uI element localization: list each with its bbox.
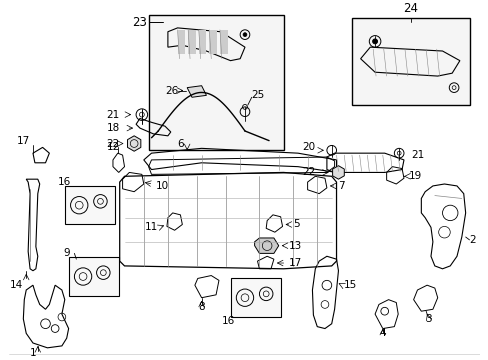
Polygon shape	[177, 30, 185, 54]
Text: 2: 2	[468, 235, 475, 245]
Text: 8: 8	[198, 302, 204, 312]
Text: 7: 7	[338, 181, 345, 191]
Text: 18: 18	[106, 123, 120, 133]
Text: 24: 24	[403, 3, 417, 15]
Text: 22: 22	[302, 167, 315, 177]
Text: 26: 26	[164, 86, 178, 95]
Polygon shape	[127, 136, 141, 151]
Text: 13: 13	[288, 241, 301, 251]
Polygon shape	[254, 238, 278, 253]
Text: 21: 21	[411, 150, 424, 160]
Text: 22: 22	[106, 139, 120, 149]
Text: 10: 10	[155, 181, 168, 191]
Bar	[68, 257, 119, 296]
Text: 11: 11	[145, 222, 158, 232]
Text: 9: 9	[63, 248, 70, 258]
Bar	[230, 278, 280, 317]
Circle shape	[372, 39, 377, 44]
Text: 3: 3	[424, 314, 430, 324]
Bar	[148, 15, 283, 150]
Bar	[64, 186, 115, 225]
Text: 20: 20	[302, 143, 315, 152]
Text: 17: 17	[288, 258, 301, 268]
Polygon shape	[209, 30, 217, 54]
Text: 16: 16	[58, 177, 71, 187]
Text: 4: 4	[379, 328, 386, 338]
Text: 21: 21	[106, 109, 120, 120]
Text: 23: 23	[132, 15, 146, 28]
Text: 19: 19	[408, 171, 421, 181]
Text: 15: 15	[344, 280, 357, 290]
Text: 16: 16	[222, 316, 235, 326]
Polygon shape	[198, 30, 206, 54]
Text: 14: 14	[10, 280, 23, 290]
Polygon shape	[187, 86, 206, 97]
Bar	[351, 18, 468, 105]
Polygon shape	[220, 30, 227, 54]
Circle shape	[243, 33, 246, 37]
Text: 12: 12	[106, 143, 120, 152]
Polygon shape	[332, 166, 344, 179]
Text: 5: 5	[293, 220, 299, 229]
Text: 1: 1	[30, 348, 36, 357]
Text: 6: 6	[177, 139, 183, 149]
Polygon shape	[188, 30, 195, 54]
Text: 17: 17	[17, 136, 30, 146]
Text: 25: 25	[251, 90, 264, 100]
